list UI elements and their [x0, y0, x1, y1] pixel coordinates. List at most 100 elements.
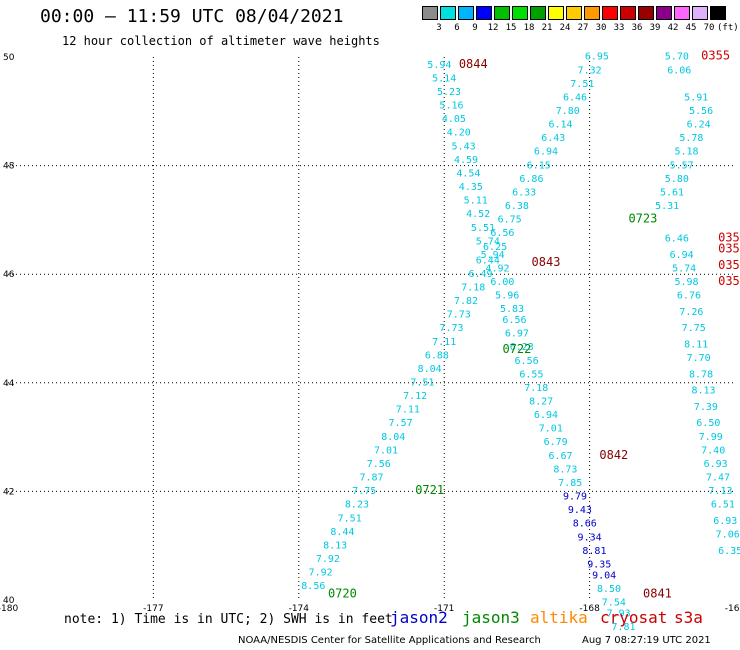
wave-height-value: 7.47 — [706, 473, 730, 484]
wave-height-value: 5.83 — [500, 304, 524, 315]
wave-height-value: 4.35 — [459, 182, 483, 193]
legend-altika: altika — [530, 608, 588, 627]
wave-height-value: 7.82 — [454, 296, 478, 307]
pass-time-label: 0355 — [718, 258, 740, 272]
legend-jason3: jason3 — [462, 608, 520, 627]
wave-height-value: 5.91 — [684, 92, 708, 103]
wave-height-value: 6.56 — [515, 356, 539, 367]
wave-height-value: 8.66 — [573, 519, 597, 530]
color-scale-swatch — [710, 6, 726, 20]
longitude-tick-label: -180 — [0, 604, 18, 614]
color-scale-swatch — [440, 6, 456, 20]
wave-height-value: 6.79 — [544, 437, 568, 448]
wave-height-value: 7.13 — [708, 486, 732, 497]
wave-height-value: 4.59 — [454, 155, 478, 166]
color-scale-label: 18 — [523, 23, 535, 33]
wave-height-value: 6.94 — [534, 410, 558, 421]
color-scale-swatch — [566, 6, 582, 20]
wave-height-value: 7.54 — [602, 597, 626, 608]
wave-height-value: 7.40 — [701, 445, 725, 456]
latitude-tick-label: 44 — [3, 379, 15, 389]
wave-height-value: 6.93 — [704, 459, 728, 470]
color-scale-label: 39 — [649, 23, 661, 33]
color-scale-swatch — [638, 6, 654, 20]
wave-height-value: 5.74 — [672, 263, 696, 274]
wave-height-value: 6.76 — [677, 291, 701, 302]
wave-height-value: 7.01 — [374, 445, 398, 456]
color-scale-label: 3 — [436, 23, 442, 33]
wave-height-value: 6.06 — [667, 65, 691, 76]
wave-height-value: 7.57 — [389, 418, 413, 429]
wave-height-value: 8.56 — [301, 581, 325, 592]
wave-height-value: 6.56 — [490, 228, 514, 239]
wave-height-value: 7.11 — [432, 337, 456, 348]
wave-height-value: 6.93 — [713, 516, 737, 527]
wave-height-value: 5.57 — [670, 160, 694, 171]
color-scale-swatch — [476, 6, 492, 20]
wave-height-value: 8.78 — [689, 369, 713, 380]
wave-height-value: 5.51 — [471, 223, 495, 234]
color-scale-label: (ft) — [717, 23, 739, 33]
wave-height-value: 4.05 — [442, 114, 466, 125]
wave-height-value: 6.46 — [563, 92, 587, 103]
map-subtitle: 12 hour collection of altimeter wave hei… — [62, 34, 380, 48]
wave-height-value: 7.92 — [316, 554, 340, 565]
wave-height-value: 6.00 — [490, 277, 514, 288]
color-scale-label: 9 — [472, 23, 478, 33]
wave-height-value: 6.97 — [505, 329, 529, 340]
color-scale-label: 6 — [454, 23, 460, 33]
wave-height-value: 5.11 — [464, 196, 488, 207]
pass-time-label: 0841 — [643, 586, 672, 600]
wave-height-value: 6.95 — [585, 52, 609, 63]
color-scale-label: 36 — [631, 23, 643, 33]
latitude-tick-label: 42 — [3, 487, 14, 497]
wave-height-value: 5.74 — [476, 236, 500, 247]
wave-height-value: 6.75 — [498, 215, 522, 226]
wave-height-value: 7.01 — [539, 424, 563, 435]
wave-height-value: 8.44 — [330, 527, 354, 538]
wave-height-value: 7.87 — [359, 473, 383, 484]
wave-height-value: 6.67 — [548, 451, 572, 462]
wave-height-value: 7.73 — [439, 323, 463, 334]
pass-time-label: 0720 — [328, 586, 357, 600]
color-scale-label: 27 — [577, 23, 589, 33]
wave-height-value: 7.12 — [403, 391, 427, 402]
legend-cryosat: cryosat — [600, 608, 668, 627]
wave-height-value: 8.50 — [597, 584, 621, 595]
wave-height-value: 7.18 — [461, 282, 485, 293]
wave-height-value: 6.50 — [696, 418, 720, 429]
color-scale-swatch — [692, 6, 708, 20]
color-scale-label: 21 — [541, 23, 553, 33]
wave-height-value: 8.04 — [418, 364, 442, 375]
wave-height-value: 6.94 — [670, 250, 694, 261]
wave-height-value: 7.06 — [716, 530, 740, 541]
wave-height-value: 6.38 — [505, 201, 529, 212]
wave-height-value: 5.80 — [665, 174, 689, 185]
wave-height-value: 5.70 — [665, 52, 689, 63]
wave-height-value: 6.51 — [711, 500, 735, 511]
wave-height-value: 7.26 — [679, 307, 703, 318]
pass-time-label: 0844 — [459, 57, 488, 71]
wave-height-value: 6.23 — [510, 342, 534, 353]
color-scale-swatch — [512, 6, 528, 20]
color-scale-label: 12 — [487, 23, 499, 33]
pass-time-label: 0721 — [415, 483, 444, 497]
wave-height-value: 5.78 — [679, 133, 703, 144]
wave-height-value: 6.94 — [534, 147, 558, 158]
wave-height-value: 7.73 — [447, 310, 471, 321]
wave-height-value: 8.23 — [345, 500, 369, 511]
color-scale-label: 15 — [505, 23, 517, 33]
wave-height-value: 6.24 — [687, 120, 711, 131]
legend-jason2: jason2 — [390, 608, 448, 627]
wave-height-value: 8.11 — [684, 340, 708, 351]
color-scale-swatch — [674, 6, 690, 20]
wave-height-value: 7.51 — [410, 378, 434, 389]
wave-height-value: 5.94 — [427, 60, 451, 71]
wave-height-value: 8.13 — [691, 386, 715, 397]
wave-height-value: 7.75 — [352, 486, 376, 497]
wave-height-value: 9.04 — [592, 570, 616, 581]
color-scale-label: 45 — [685, 23, 697, 33]
wave-height-value: 5.61 — [660, 187, 684, 198]
wave-height-value: 8.27 — [529, 397, 553, 408]
